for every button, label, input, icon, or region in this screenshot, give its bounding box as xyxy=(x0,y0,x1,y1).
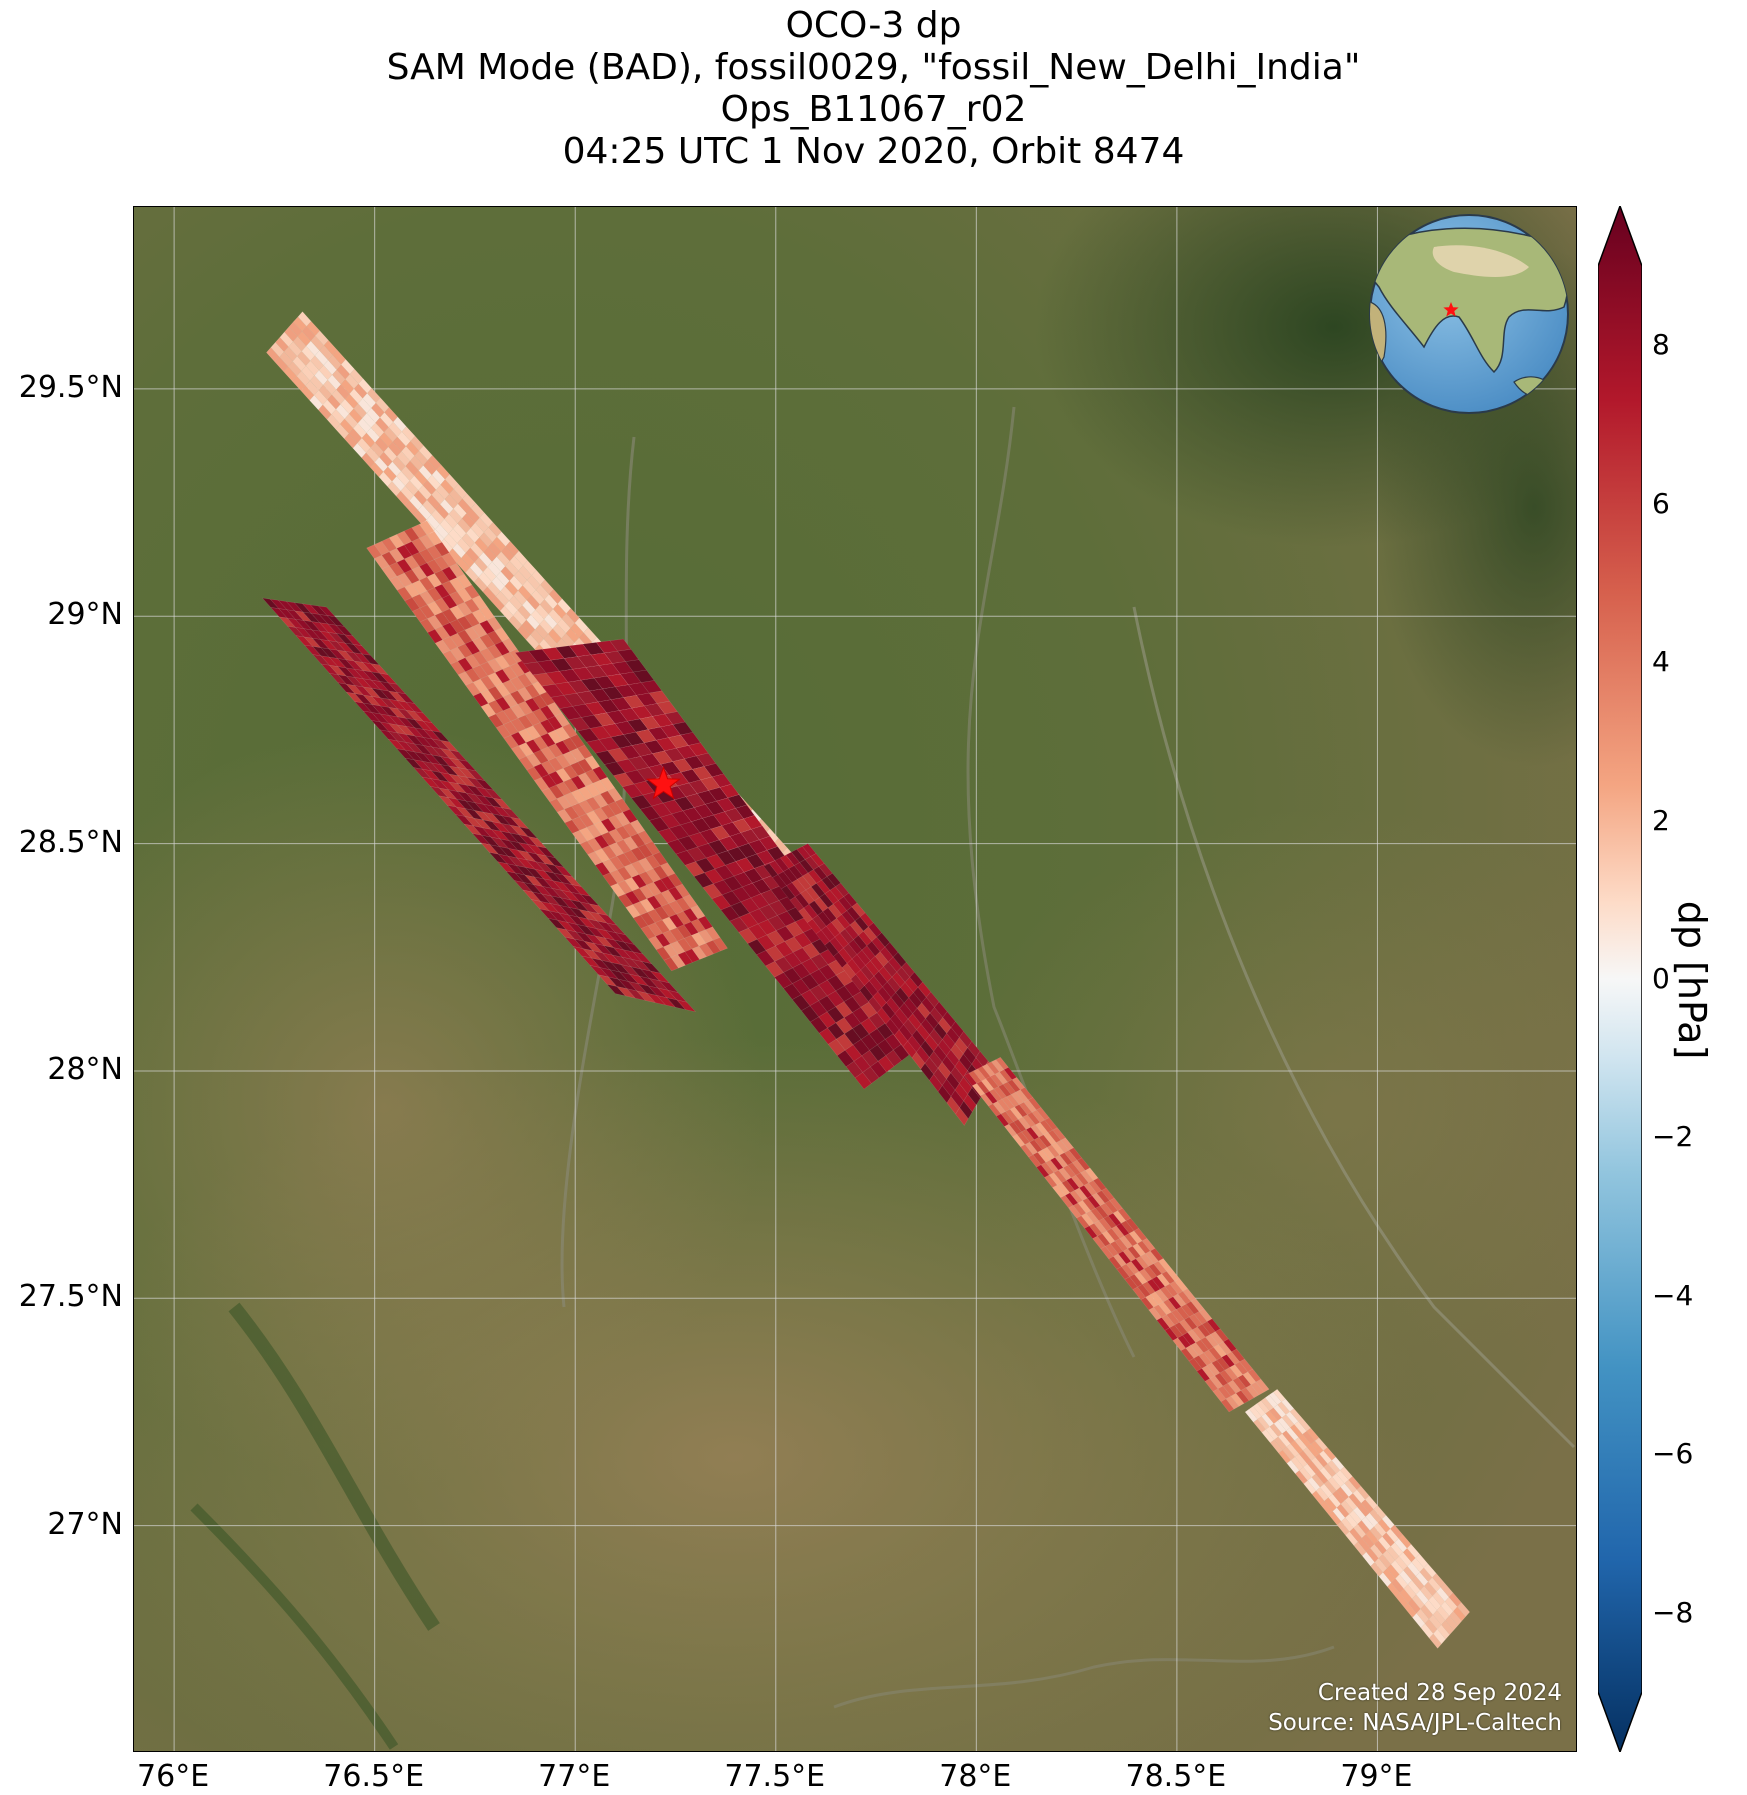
dp-cell xyxy=(1255,1378,1270,1393)
target-star-icon xyxy=(645,766,681,800)
map-canvas xyxy=(134,207,1576,1751)
credit-source: Source: NASA/JPL-Caltech xyxy=(1268,1710,1562,1736)
lon-tick-label: 76.5°E xyxy=(323,1759,425,1794)
dp-cell xyxy=(712,937,728,952)
map-panel: Created 28 Sep 2024 Source: NASA/JPL-Cal… xyxy=(133,206,1577,1752)
lat-tick-label: 29.5°N xyxy=(18,369,123,405)
lon-tick-label: 79°E xyxy=(1340,1759,1413,1794)
lon-tick-label: 76°E xyxy=(137,1759,210,1794)
colorbar-tick-label: −2 xyxy=(1652,1120,1694,1154)
title-line-4: 04:25 UTC 1 Nov 2020, Orbit 8474 xyxy=(562,131,1185,172)
colorbar-tick-label: 4 xyxy=(1652,645,1670,679)
title-line-3: Ops_B11067_r02 xyxy=(720,89,1027,130)
dp-cell xyxy=(1456,1602,1471,1617)
colorbar-tick-label: −6 xyxy=(1652,1437,1694,1471)
dp-swath xyxy=(763,843,997,1126)
colorbar-tick-label: 8 xyxy=(1652,328,1670,362)
lat-tick-label: 29°N xyxy=(47,597,123,633)
lat-tick-label: 27°N xyxy=(47,1506,123,1542)
dp-swath-layer xyxy=(261,311,1471,1649)
lon-tick-label: 78°E xyxy=(939,1759,1012,1794)
colorbar-tick-label: 2 xyxy=(1652,803,1670,837)
credit-created: Created 28 Sep 2024 xyxy=(1317,1680,1562,1706)
colorbar xyxy=(1598,206,1642,1752)
title-line-1: OCO-3 dp xyxy=(785,5,962,46)
lon-tick-label: 78.5°E xyxy=(1125,1759,1227,1794)
dp-swath xyxy=(261,597,697,1013)
inset-globe xyxy=(1369,214,1569,414)
dp-swath xyxy=(366,520,728,972)
dp-cell xyxy=(676,999,697,1013)
lon-tick-label: 77°E xyxy=(538,1759,611,1794)
colorbar-tick-label: 0 xyxy=(1652,962,1670,995)
dp-swath xyxy=(963,1056,1270,1413)
lat-tick-label: 28.5°N xyxy=(18,824,123,860)
lat-tick-label: 27.5°N xyxy=(18,1279,123,1315)
title-line-2: SAM Mode (BAD), fossil0029, "fossil_New_… xyxy=(386,47,1361,88)
colorbar-bar xyxy=(1598,206,1642,1752)
colorbar-tick-label: −8 xyxy=(1652,1595,1694,1629)
colorbar-tick-label: 6 xyxy=(1652,486,1670,520)
lon-tick-label: 77.5°E xyxy=(724,1759,826,1794)
lat-tick-label: 28°N xyxy=(47,1051,123,1087)
colorbar-tick-label: −4 xyxy=(1652,1278,1694,1312)
globe-star-icon xyxy=(1443,302,1459,317)
colorbar-label: dp [hPa] xyxy=(1670,900,1714,1060)
dp-swath xyxy=(1244,1388,1471,1649)
